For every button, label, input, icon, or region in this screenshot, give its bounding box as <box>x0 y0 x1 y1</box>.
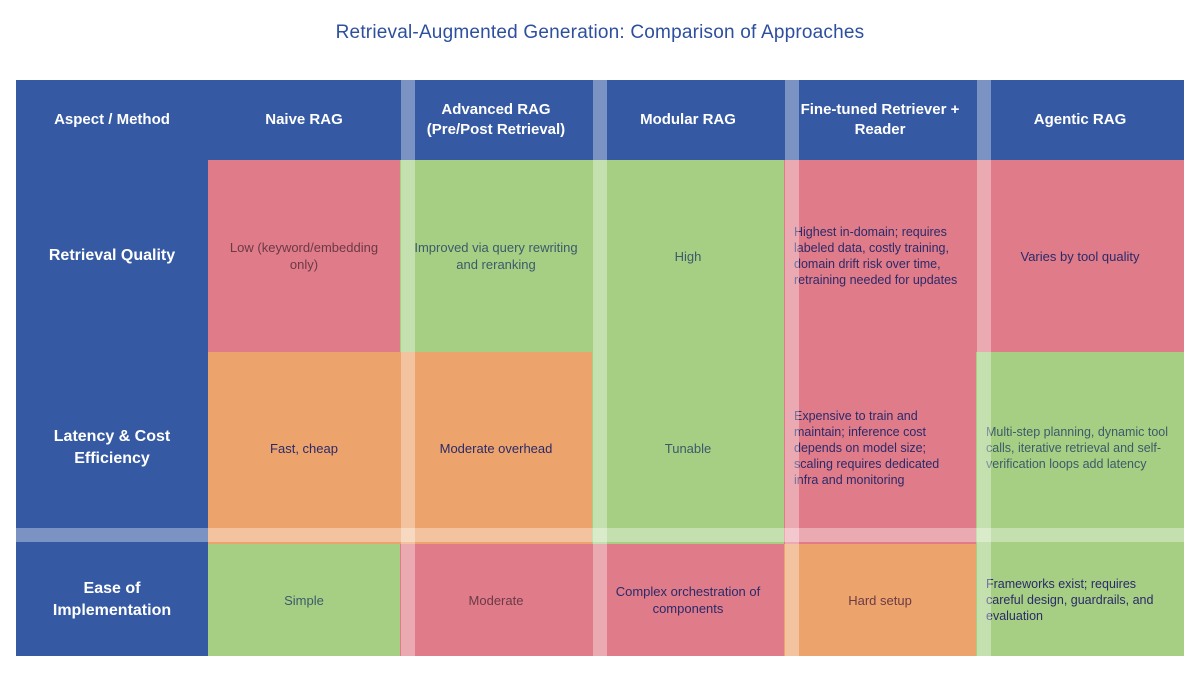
column-separator <box>593 80 607 656</box>
row-header-retrieval-quality: Retrieval Quality <box>16 160 208 352</box>
cell-r1-agentic: Varies by tool quality <box>976 160 1184 352</box>
cell-r2-finetuned: Expensive to train and maintain; inferen… <box>784 352 976 544</box>
cell-r3-agentic: Frameworks exist; requires careful desig… <box>976 544 1184 656</box>
cell-r3-finetuned: Hard setup <box>784 544 976 656</box>
page-title: Retrieval-Augmented Generation: Comparis… <box>335 22 865 43</box>
column-separator <box>977 80 991 656</box>
cell-r1-modular: High <box>592 160 784 352</box>
cell-r1-advanced: Improved via query rewriting and reranki… <box>400 160 592 352</box>
cell-r2-advanced: Moderate overhead <box>400 352 592 544</box>
cell-r3-advanced: Moderate <box>400 544 592 656</box>
comparison-table: Aspect / Method Naive RAG Advanced RAG (… <box>16 80 1184 656</box>
corner-header: Aspect / Method <box>16 80 208 160</box>
column-separator <box>401 80 415 656</box>
column-header-naive-rag: Naive RAG <box>208 80 400 160</box>
cell-r3-modular: Complex orchestration of components <box>592 544 784 656</box>
cell-r1-naive: Low (keyword/embedding only) <box>208 160 400 352</box>
column-header-agentic-rag: Agentic RAG <box>976 80 1184 160</box>
cell-r1-finetuned: Highest in-domain; requires labeled data… <box>784 160 976 352</box>
column-header-advanced-rag: Advanced RAG (Pre/Post Retrieval) <box>400 80 592 160</box>
row-separator <box>16 528 1184 542</box>
cell-r2-modular: Tunable <box>592 352 784 544</box>
cell-r2-agentic: Multi-step planning, dynamic tool calls,… <box>976 352 1184 544</box>
column-header-modular-rag: Modular RAG <box>592 80 784 160</box>
column-separator <box>785 80 799 656</box>
cell-r2-naive: Fast, cheap <box>208 352 400 544</box>
cell-r3-naive: Simple <box>208 544 400 656</box>
row-header-ease-implementation: Ease of Implementation <box>16 544 208 656</box>
column-header-finetuned: Fine-tuned Retriever + Reader <box>784 80 976 160</box>
row-header-latency-cost: Latency & Cost Efficiency <box>16 352 208 544</box>
